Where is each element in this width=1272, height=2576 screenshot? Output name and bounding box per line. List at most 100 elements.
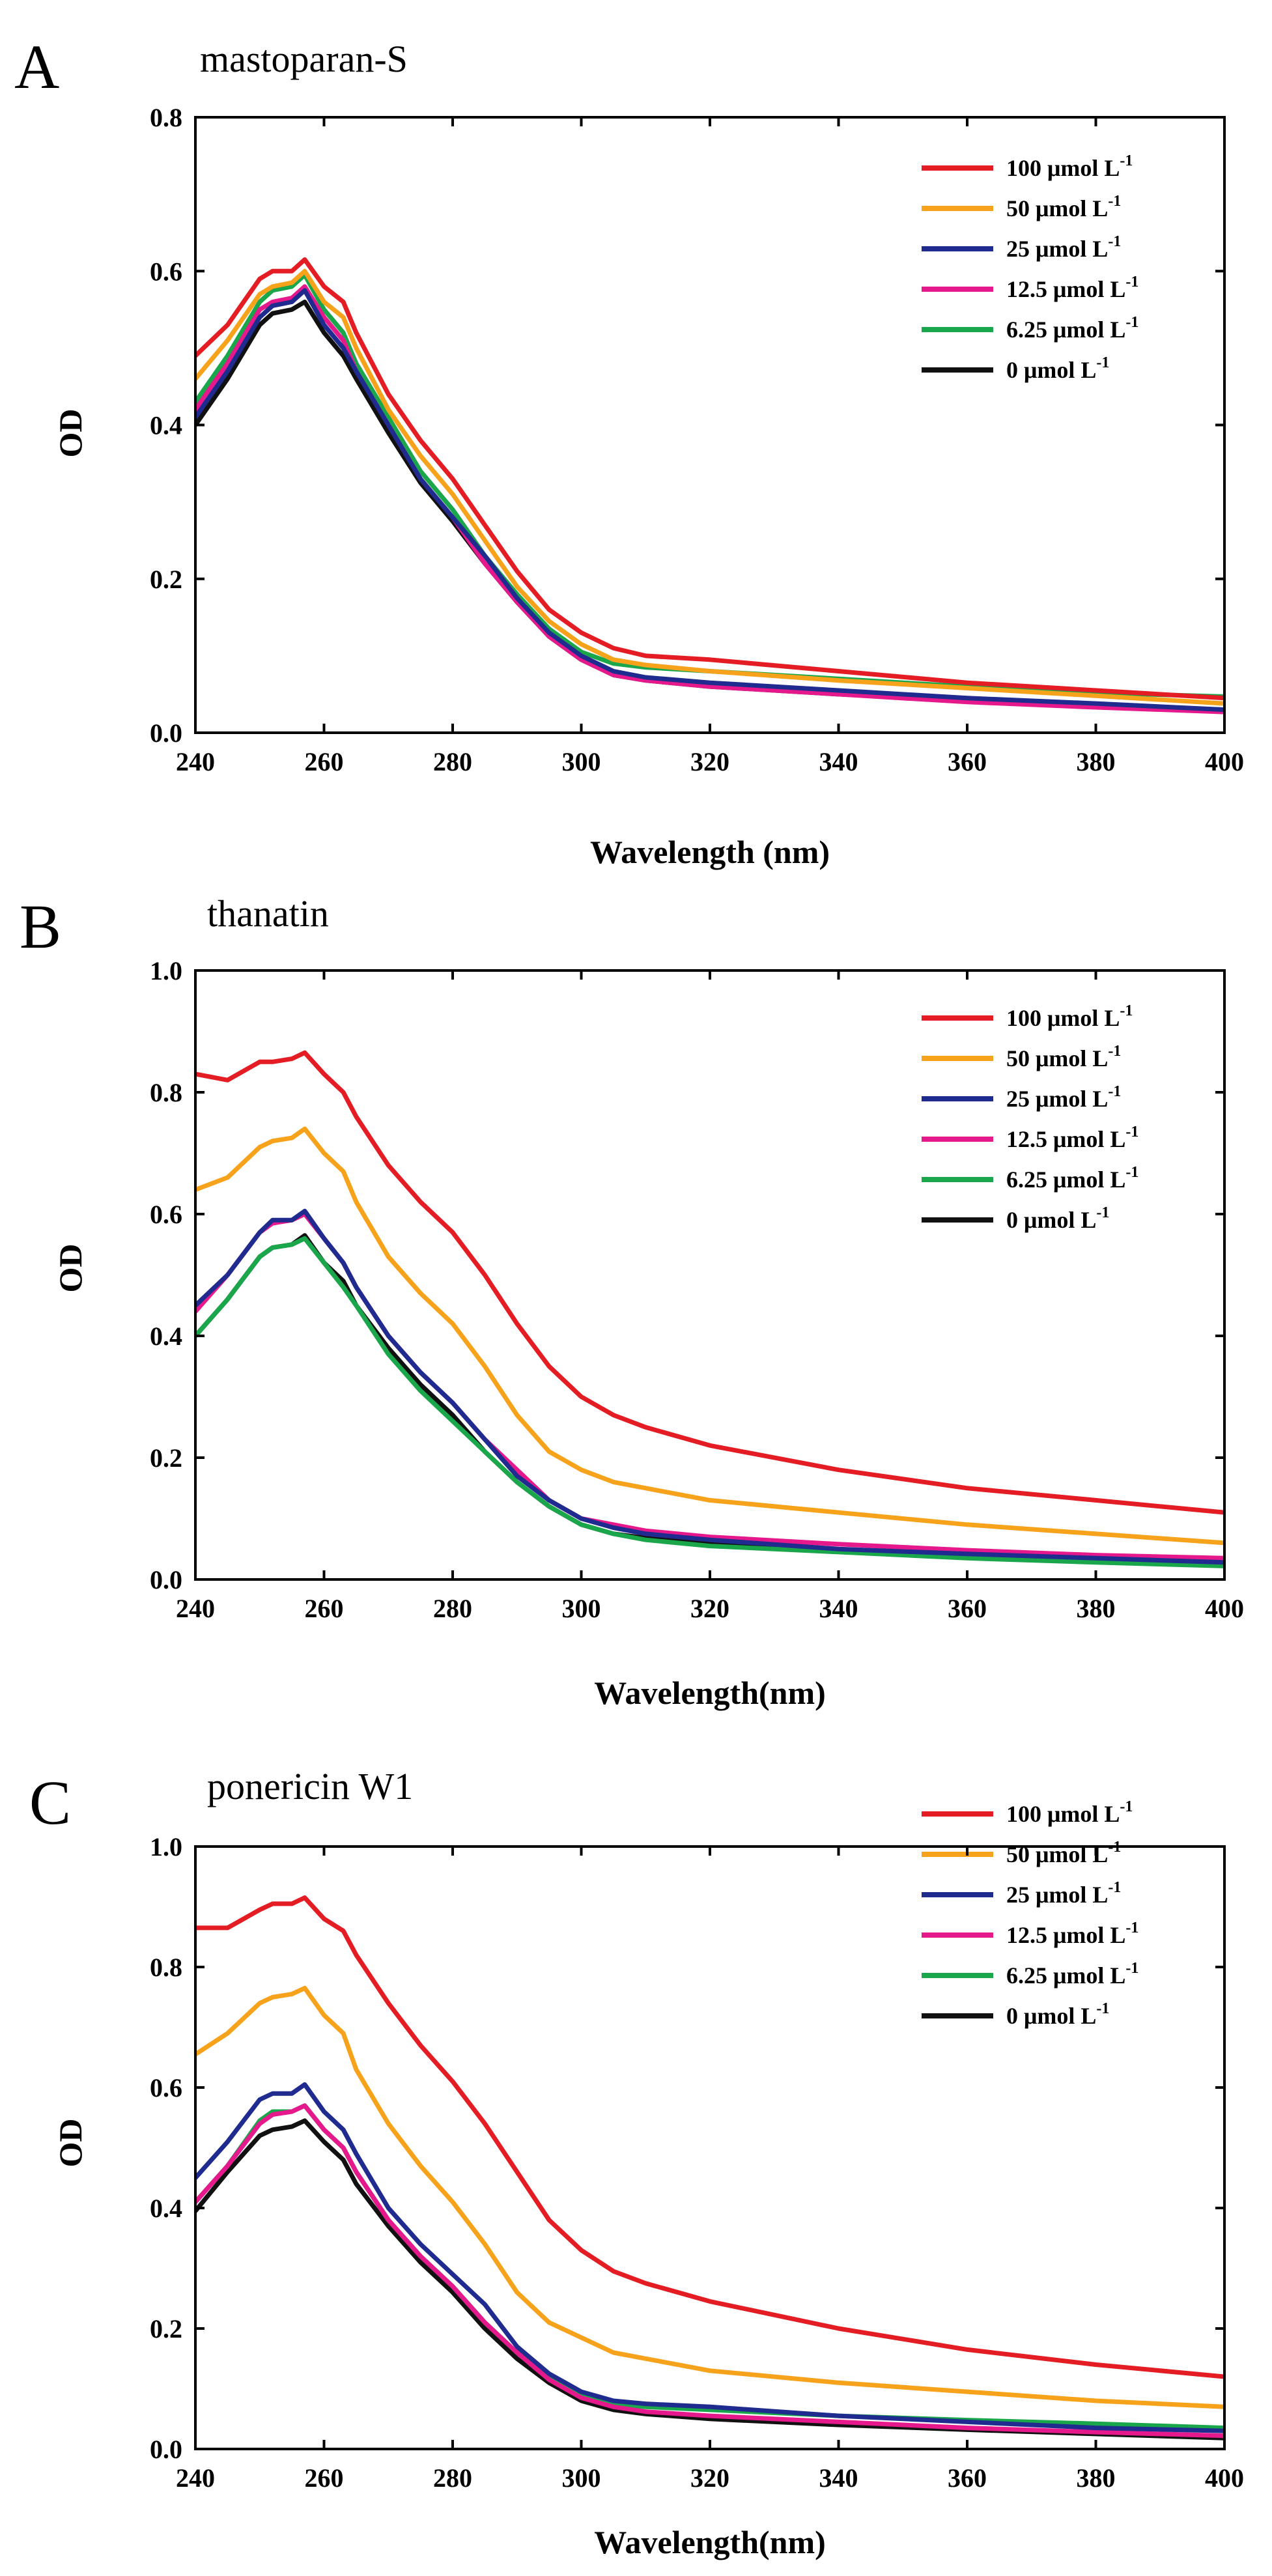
- panel-b-y-tick-label: 0.0: [150, 1565, 182, 1594]
- panel-b-y-tick-label: 0.8: [150, 1078, 182, 1107]
- panel-b: B thanatin 100 μmol L-1 50 μmol L-1 25 μmo…: [20, 892, 1244, 1711]
- panel-a-legend-label: 0 μmol L-1: [1006, 354, 1109, 383]
- panel-c-x-tick-label: 380: [1077, 2463, 1116, 2493]
- panel-b-series-50-mol-l-1: [195, 1126, 1224, 1546]
- panel-a-x-tick-label: 240: [176, 747, 215, 776]
- panel-a-title: mastoparan-S: [200, 38, 408, 80]
- panel-a-x-tick-label: 380: [1077, 747, 1116, 776]
- panel-c-series-100-mol-l-1: [195, 1895, 1224, 2379]
- panel-b-x-tick-label: 260: [305, 1594, 344, 1623]
- panel-a-legend: 100 μmol L-1 50 μmol L-1 25 μmol L-1 12.5 μ…: [922, 152, 1138, 383]
- panel-b-x-tick-label: 340: [819, 1594, 858, 1623]
- panel-a-y-axis-label: OD: [52, 409, 89, 458]
- panel-c-legend-item: 100 μmol L-1: [922, 1798, 1133, 1827]
- panel-b-x-axis-label: Wavelength(nm): [594, 1675, 826, 1711]
- panel-a-series-100-mol-l-1: [195, 257, 1224, 701]
- panel-c-title: ponericin W1: [207, 1765, 413, 1807]
- panel-b-series-group: [195, 1050, 1224, 1568]
- panel-a-x-tick-label: 360: [948, 747, 987, 776]
- panel-b-x-tick-label: 320: [690, 1594, 729, 1623]
- panel-b-legend-label: 100 μmol L-1: [1006, 1002, 1133, 1031]
- panel-b-legend-item: 12.5 μmol L-1: [922, 1124, 1138, 1152]
- panel-a-legend-label: 12.5 μmol L-1: [1006, 274, 1138, 302]
- panel-a-legend-label: 50 μmol L-1: [1006, 193, 1121, 221]
- panel-a-legend-label: 25 μmol L-1: [1006, 233, 1121, 262]
- panel-c-y-axis-label: OD: [52, 2119, 89, 2168]
- panel-b-title: thanatin: [207, 892, 329, 935]
- panel-c-y-tick-label: 0.4: [150, 2194, 182, 2223]
- panel-b-x-tick-label: 400: [1205, 1594, 1244, 1623]
- panel-b-legend-label: 12.5 μmol L-1: [1006, 1124, 1138, 1152]
- panel-a-x-tick-label: 300: [562, 747, 601, 776]
- panel-c-x-tick-label: 300: [562, 2463, 601, 2493]
- panel-c-series-12-5-mol-l-1: [195, 2103, 1224, 2439]
- panel-b-legend: 100 μmol L-1 50 μmol L-1 25 μmol L-1 12.5 μ…: [922, 1002, 1138, 1233]
- panel-c-x-tick-label: 240: [176, 2463, 215, 2493]
- panel-c-legend: 100 μmol L-1 50 μmol L-1 25 μmol L-1 12.5 μ…: [922, 1798, 1138, 2029]
- panel-a-legend-item: 6.25 μmol L-1: [922, 314, 1138, 343]
- panel-c-x-tick-label: 340: [819, 2463, 858, 2493]
- panel-a-series-12-5-mol-l-1: [195, 284, 1224, 715]
- panel-c-x-tick-label: 400: [1205, 2463, 1244, 2493]
- panel-c-series-0-mol-l-1: [195, 2118, 1224, 2441]
- panel-c-series-6-25-mol-l-1: [195, 2103, 1224, 2431]
- panel-b-plot-area: 240 260 280 300 320 340 360 380 400 0.0 0.2 0.4 0.6 0…: [150, 956, 1244, 1623]
- panel-b-series-0-mol-l-1: [195, 1233, 1224, 1566]
- panel-b-legend-item: 6.25 μmol L-1: [922, 1164, 1138, 1193]
- panel-b-series-100-mol-l-1: [195, 1050, 1224, 1515]
- panel-c-y-tick-label: 1.0: [150, 1832, 182, 1861]
- panel-a-legend-label: 100 μmol L-1: [1006, 152, 1133, 181]
- panel-c-series-25-mol-l-1: [195, 2082, 1224, 2433]
- panel-a-legend-item: 12.5 μmol L-1: [922, 274, 1138, 302]
- panel-c-series-50-mol-l-1: [195, 1985, 1224, 2409]
- panel-b-legend-label: 0 μmol L-1: [1006, 1204, 1109, 1233]
- panel-a-letter: A: [14, 32, 59, 102]
- panel-b-legend-label: 50 μmol L-1: [1006, 1043, 1121, 1071]
- panel-b-y-axis-label: OD: [52, 1244, 89, 1293]
- panel-a-y-tick-label: 0.0: [150, 718, 182, 748]
- panel-c-y-tick-label: 0.0: [150, 2435, 182, 2464]
- panel-c: C ponericin W1 100 μmol L-1 50 μmol L-1 25…: [29, 1765, 1244, 2560]
- panel-b-x-tick-label: 240: [176, 1594, 215, 1623]
- panel-b-y-tick-label: 1.0: [150, 956, 182, 985]
- panel-c-x-tick-label: 280: [433, 2463, 472, 2493]
- panel-a: A mastoparan-S 100 μmol L-1 50 μmol L-1 25…: [14, 32, 1244, 870]
- panel-b-y-tick-label: 0.4: [150, 1322, 182, 1351]
- panel-a-x-tick-label: 340: [819, 747, 858, 776]
- panel-b-legend-label: 6.25 μmol L-1: [1006, 1164, 1138, 1193]
- panel-b-x-tick-label: 300: [562, 1594, 601, 1623]
- panel-b-legend-item: 100 μmol L-1: [922, 1002, 1133, 1031]
- panel-c-legend-item: 0 μmol L-1: [922, 2000, 1109, 2029]
- panel-b-x-tick-label: 380: [1077, 1594, 1116, 1623]
- panel-a-plot-area: 240 260 280 300 320 340 360 380 400 0.0 0.2 0.4 0.6 0…: [150, 103, 1244, 776]
- panel-b-legend-item: 50 μmol L-1: [922, 1043, 1121, 1071]
- panel-c-letter: C: [29, 1768, 71, 1837]
- panel-c-legend-item: 25 μmol L-1: [922, 1879, 1121, 1908]
- panel-c-legend-label: 50 μmol L-1: [1006, 1839, 1121, 1867]
- panel-c-legend-label: 0 μmol L-1: [1006, 2000, 1109, 2029]
- panel-c-legend-label: 25 μmol L-1: [1006, 1879, 1121, 1908]
- panel-b-series-25-mol-l-1: [195, 1208, 1224, 1565]
- panel-a-x-tick-label: 260: [305, 747, 344, 776]
- panel-a-legend-item: 50 μmol L-1: [922, 193, 1121, 221]
- panel-c-x-axis-label: Wavelength(nm): [594, 2524, 826, 2560]
- panel-c-y-tick-label: 0.2: [150, 2314, 182, 2343]
- panel-a-legend-item: 100 μmol L-1: [922, 152, 1133, 181]
- panel-a-series-group: [195, 257, 1224, 715]
- panel-a-x-tick-label: 280: [433, 747, 472, 776]
- panel-c-legend-item: 50 μmol L-1: [922, 1839, 1121, 1867]
- panel-b-series-6-25-mol-l-1: [195, 1236, 1224, 1568]
- panel-c-x-tick-label: 360: [948, 2463, 987, 2493]
- panel-c-y-tick-label: 0.8: [150, 1953, 182, 1982]
- panel-b-legend-item: 25 μmol L-1: [922, 1083, 1121, 1112]
- panel-b-series-12-5-mol-l-1: [195, 1211, 1224, 1561]
- panel-c-legend-label: 12.5 μmol L-1: [1006, 1919, 1138, 1948]
- panel-a-legend-item: 0 μmol L-1: [922, 354, 1109, 383]
- panel-c-legend-item: 12.5 μmol L-1: [922, 1919, 1138, 1948]
- panel-a-y-tick-label: 0.2: [150, 565, 182, 594]
- panel-c-legend-item: 6.25 μmol L-1: [922, 1960, 1138, 1989]
- panel-a-x-tick-label: 400: [1205, 747, 1244, 776]
- panel-a-x-axis-label: Wavelength (nm): [590, 834, 830, 870]
- panel-a-legend-label: 6.25 μmol L-1: [1006, 314, 1138, 343]
